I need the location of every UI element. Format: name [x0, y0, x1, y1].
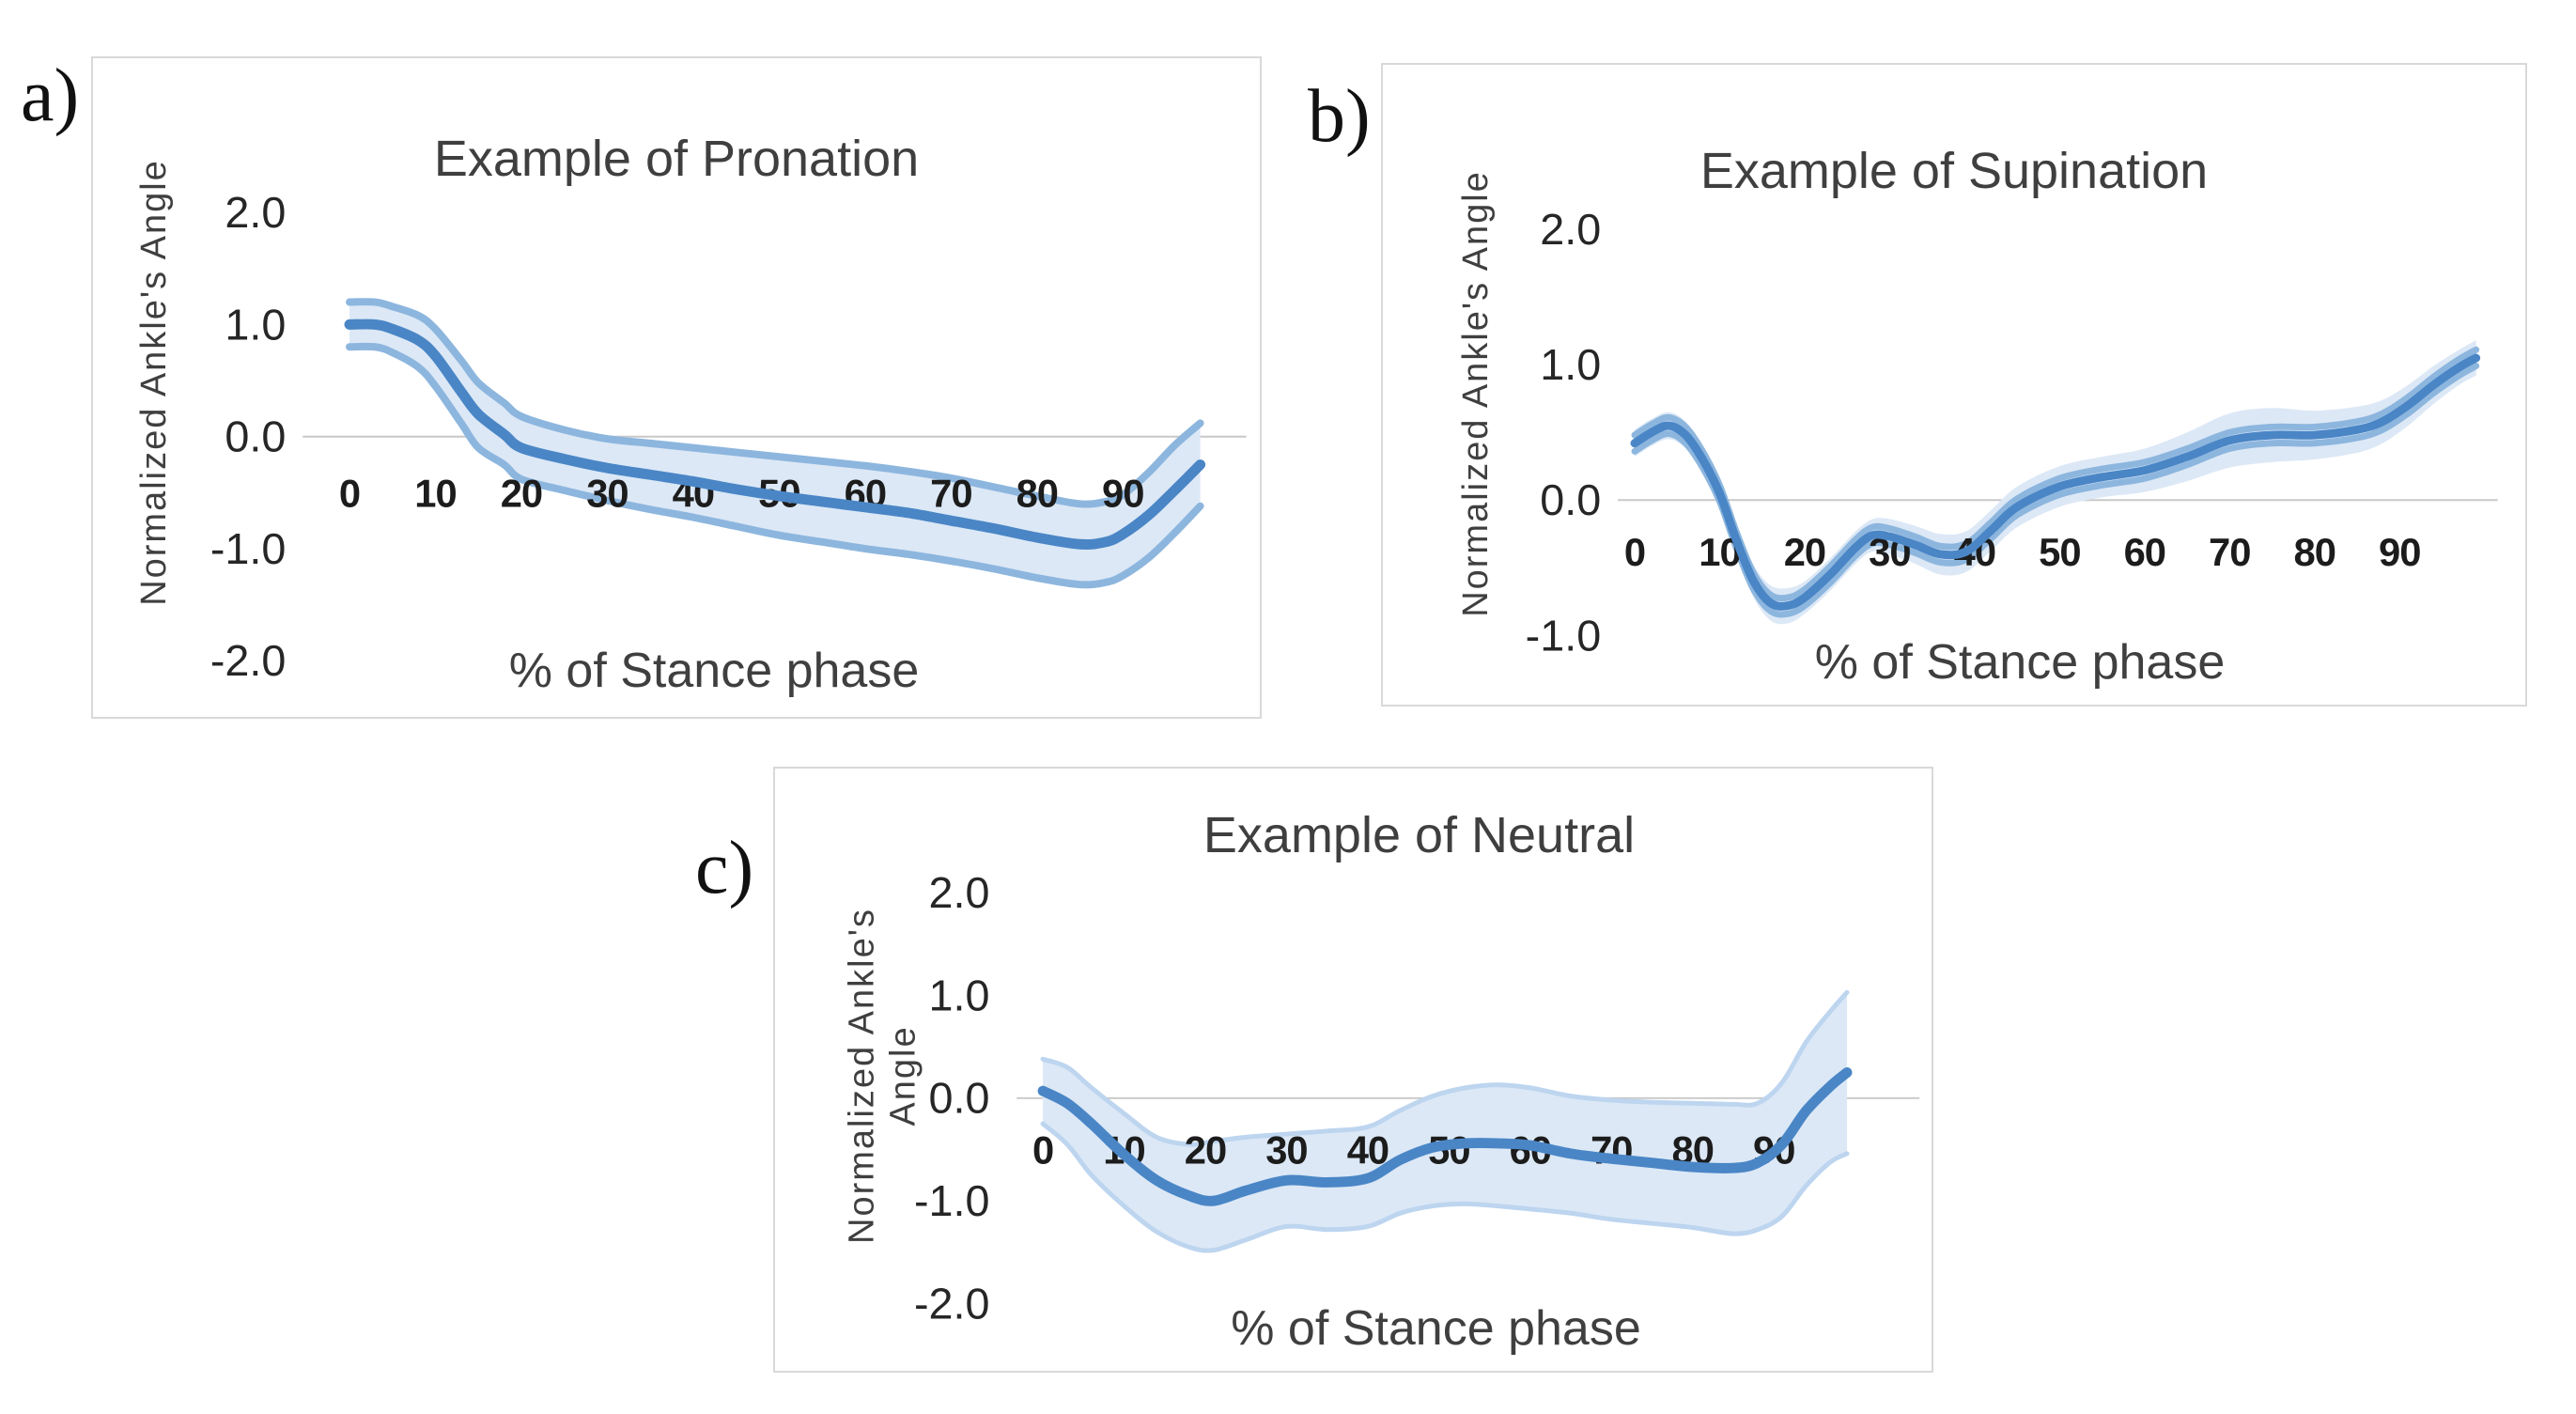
x-tick-label: 90: [2379, 530, 2420, 574]
y-tick-label: 1.0: [929, 971, 990, 1019]
y-tick-label: 2.0: [929, 868, 990, 917]
x-tick-label: 60: [2124, 530, 2165, 574]
y-tick-label: 1.0: [1540, 340, 1601, 389]
x-tick-label: 20: [501, 471, 542, 515]
panel-label-b: b): [1308, 75, 1371, 158]
x-tick-label: 0: [1624, 530, 1645, 574]
neutral-chart-canvas: 0 10 20 30 40 50 60 70 80 902.01.00.0-1.0-2.0: [914, 868, 1920, 1328]
y-tick-label: 0.0: [1540, 475, 1601, 524]
y-tick-label: 0.0: [929, 1074, 990, 1123]
pronation-chart-canvas: 0 10 20 30 40 50 60 70 80 902.01.00.0-1.0-2.0: [210, 188, 1247, 685]
chart-panel-pronation: 0 10 20 30 40 50 60 70 80 90 2.0 1.0 0.0 -1.0 -2.0 Exa…: [91, 56, 1262, 719]
panel-label-c: c): [695, 827, 754, 909]
x-tick-label: 90: [1102, 471, 1143, 515]
x-tick-label: 50: [2039, 530, 2080, 574]
x-tick-label: 10: [414, 471, 456, 515]
supination-y-axis-label: Normalized Ankle's Angle: [1456, 170, 1497, 617]
pronation-chart-title: Example of Pronation: [433, 131, 920, 187]
x-tick-label: 0: [339, 471, 360, 515]
x-tick-label: 20: [1784, 530, 1825, 574]
pronation-x-axis-label: % of Stance phase: [508, 644, 920, 698]
x-tick-label: 0: [1032, 1127, 1053, 1172]
neutral-y-axis-label: Normalized Ankle's Angle: [842, 813, 923, 1339]
x-tick-label: 20: [1185, 1127, 1226, 1172]
x-tick-label: 80: [2294, 530, 2335, 574]
neutral-chart-title: Example of Neutral: [1203, 807, 1636, 863]
supination-chart-canvas: 0 10 20 30 40 50 60 70 80 902.01.00.0-1.0: [1526, 205, 2498, 660]
x-tick-label: 30: [586, 471, 628, 515]
x-tick-label: 70: [930, 471, 971, 515]
y-tick-label: -1.0: [210, 524, 287, 573]
y-tick-label: -1.0: [1526, 611, 1602, 660]
x-tick-label: 30: [1265, 1127, 1307, 1172]
supination-x-axis-label: % of Stance phase: [1814, 635, 2226, 690]
x-tick-label: 40: [1347, 1127, 1389, 1172]
y-tick-label: 2.0: [1540, 205, 1601, 254]
y-tick-label: 1.0: [225, 300, 286, 349]
chart-panel-neutral: 0 10 20 30 40 50 60 70 80 90 2.0 1.0 0.0 -1.0 -2.0 Exa…: [773, 767, 1933, 1373]
neutral-x-axis-label: % of Stance phase: [1231, 1301, 1641, 1356]
panel-label-a: a): [21, 54, 80, 137]
x-tick-label: 70: [2209, 530, 2250, 574]
y-tick-label: 2.0: [225, 188, 286, 237]
pronation-y-axis-label: Normalized Ankle's Angle: [134, 159, 175, 606]
chart-panel-supination: 0 10 20 30 40 50 60 70 80 90 2.0 1.0 0.0 -1.0 Example…: [1381, 63, 2527, 707]
y-tick-label: -1.0: [914, 1176, 989, 1225]
neutral-y-axis-label-line1: Normalized Ankle's: [842, 908, 882, 1244]
supination-chart-title: Example of Supination: [1699, 143, 2209, 199]
neutral-y-axis-label-line2: Angle: [883, 1025, 923, 1127]
y-tick-label: -2.0: [914, 1279, 989, 1328]
x-tick-label: 80: [1016, 471, 1058, 515]
y-tick-label: -2.0: [210, 636, 287, 685]
y-tick-label: 0.0: [225, 412, 286, 461]
